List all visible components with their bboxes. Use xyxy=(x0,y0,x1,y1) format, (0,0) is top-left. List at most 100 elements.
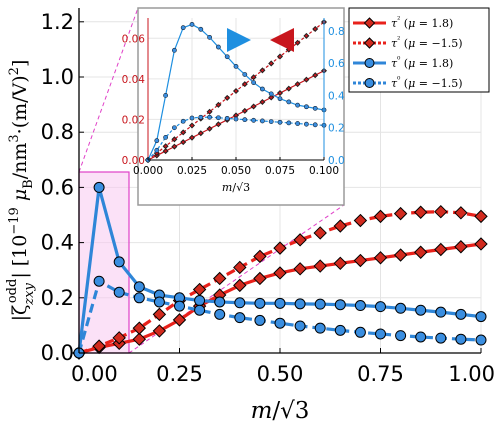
inset-left-tick-label: 0.02 xyxy=(122,114,145,126)
inset-right-tick-label: 0.2 xyxy=(328,123,345,135)
main-data-point xyxy=(354,326,366,338)
inset-data-point xyxy=(286,120,292,126)
inset-right-tick-label: 0.0 xyxy=(328,155,345,167)
main-data-point xyxy=(333,219,348,233)
main-data-point xyxy=(234,312,246,324)
inset-data-point xyxy=(259,67,266,74)
main-data-point xyxy=(214,296,226,308)
inset-data-point xyxy=(189,115,195,121)
main-data-point xyxy=(194,295,206,307)
inset-data-point xyxy=(224,115,230,121)
inset-data-point xyxy=(154,147,160,153)
main-y-tick-label: 0.2 xyxy=(41,286,74,310)
inset-data-point xyxy=(303,104,309,110)
main-data-point xyxy=(435,332,447,344)
inset-data-point xyxy=(285,85,292,92)
inset-data-point xyxy=(294,81,301,88)
main-data-point xyxy=(254,314,266,326)
main-data-point xyxy=(133,281,145,293)
main-data-point xyxy=(334,324,346,336)
inset-chart: 0.000 0.025 0.050 0.075 0.100 0.00 0.02 0.04 0.0… xyxy=(122,7,345,206)
legend-label: τ⁰ (μ = 1.8) xyxy=(391,55,453,70)
main-data-point xyxy=(375,301,386,313)
main-data-point xyxy=(475,334,487,346)
inset-data-point xyxy=(251,117,256,123)
main-x-tick-label: 1.00 xyxy=(448,362,495,386)
inset-data-point xyxy=(207,114,212,120)
inset-left-tick-label: 0.00 xyxy=(122,155,145,167)
main-data-point xyxy=(354,300,366,312)
inset-data-point xyxy=(242,72,248,77)
main-data-point xyxy=(454,206,468,220)
main-data-point xyxy=(273,266,287,280)
inset-data-point xyxy=(277,119,283,125)
main-data-point xyxy=(393,206,408,221)
main-data-point xyxy=(253,271,267,286)
inset-left-tick-label: 0.04 xyxy=(122,74,146,86)
main-data-point xyxy=(93,275,105,287)
inset-data-point xyxy=(276,90,284,97)
legend-swatch-marker xyxy=(364,58,375,68)
main-y-axis-label: |ζzxyodd| [10−19 μB/nm3·(m/V)2] xyxy=(5,60,37,322)
inset-data-point xyxy=(224,54,230,60)
main-x-tick-label: 0.75 xyxy=(357,362,404,386)
main-data-point xyxy=(475,311,487,323)
inset-data-point xyxy=(180,139,187,146)
inset-data-point xyxy=(171,143,178,150)
main-data-point xyxy=(253,249,267,264)
inset-data-point xyxy=(180,25,186,31)
inset-data-point xyxy=(162,148,169,155)
inset-data-point xyxy=(250,74,257,81)
inset-right-tick-label: 0.6 xyxy=(328,58,345,70)
main-y-tick-label: 0.4 xyxy=(41,231,74,255)
main-data-point xyxy=(293,262,307,276)
main-data-point xyxy=(373,251,388,265)
main-data-point xyxy=(194,304,206,316)
main-data-point xyxy=(434,204,448,219)
inset-data-point xyxy=(197,130,204,137)
main-y-tick-label: 0.0 xyxy=(41,341,74,365)
main-data-point xyxy=(434,242,448,257)
inset-data-point xyxy=(268,94,275,101)
main-x-tick-label: 0.00 xyxy=(71,362,118,386)
main-y-tick-label: 1.0 xyxy=(41,65,74,89)
inset-data-point xyxy=(232,88,240,95)
main-series xyxy=(72,181,488,360)
main-data-point xyxy=(212,271,227,286)
main-data-point xyxy=(413,245,428,259)
main-data-point xyxy=(112,331,126,345)
inset-data-point xyxy=(268,60,275,67)
legend-swatch-marker xyxy=(363,37,376,49)
main-y-tick-label: 0.6 xyxy=(41,175,74,199)
main-data-point xyxy=(395,302,407,314)
main-data-point xyxy=(174,300,185,312)
inset-data-point xyxy=(242,117,248,123)
inset-data-point xyxy=(163,93,168,98)
main-data-point xyxy=(435,306,447,318)
inset-data-point xyxy=(171,136,178,143)
inset-data-point xyxy=(180,118,186,124)
inset-data-point xyxy=(171,125,177,131)
main-data-point xyxy=(313,226,327,240)
zoom-connector-top xyxy=(78,7,139,173)
inset-data-point xyxy=(294,39,301,46)
main-data-point xyxy=(455,308,467,320)
main-data-point xyxy=(334,299,346,311)
main-data-point xyxy=(93,181,105,193)
inset-data-point xyxy=(198,26,204,32)
main-data-point xyxy=(133,292,145,304)
inset-data-point xyxy=(312,72,319,79)
inset-data-point xyxy=(250,103,257,110)
main-data-point xyxy=(132,332,147,346)
main-data-point xyxy=(233,260,247,275)
inset-data-point xyxy=(303,32,310,39)
inset-data-point xyxy=(303,76,310,83)
main-x-axis-label: m/√3 xyxy=(251,398,310,424)
inset-data-point xyxy=(180,129,187,136)
inset-data-point xyxy=(286,99,292,105)
inset-data-point xyxy=(162,143,169,150)
inset-data-point xyxy=(277,96,283,102)
inset-data-point xyxy=(276,53,284,60)
main-data-point xyxy=(314,298,326,310)
main-data-point xyxy=(92,339,106,353)
